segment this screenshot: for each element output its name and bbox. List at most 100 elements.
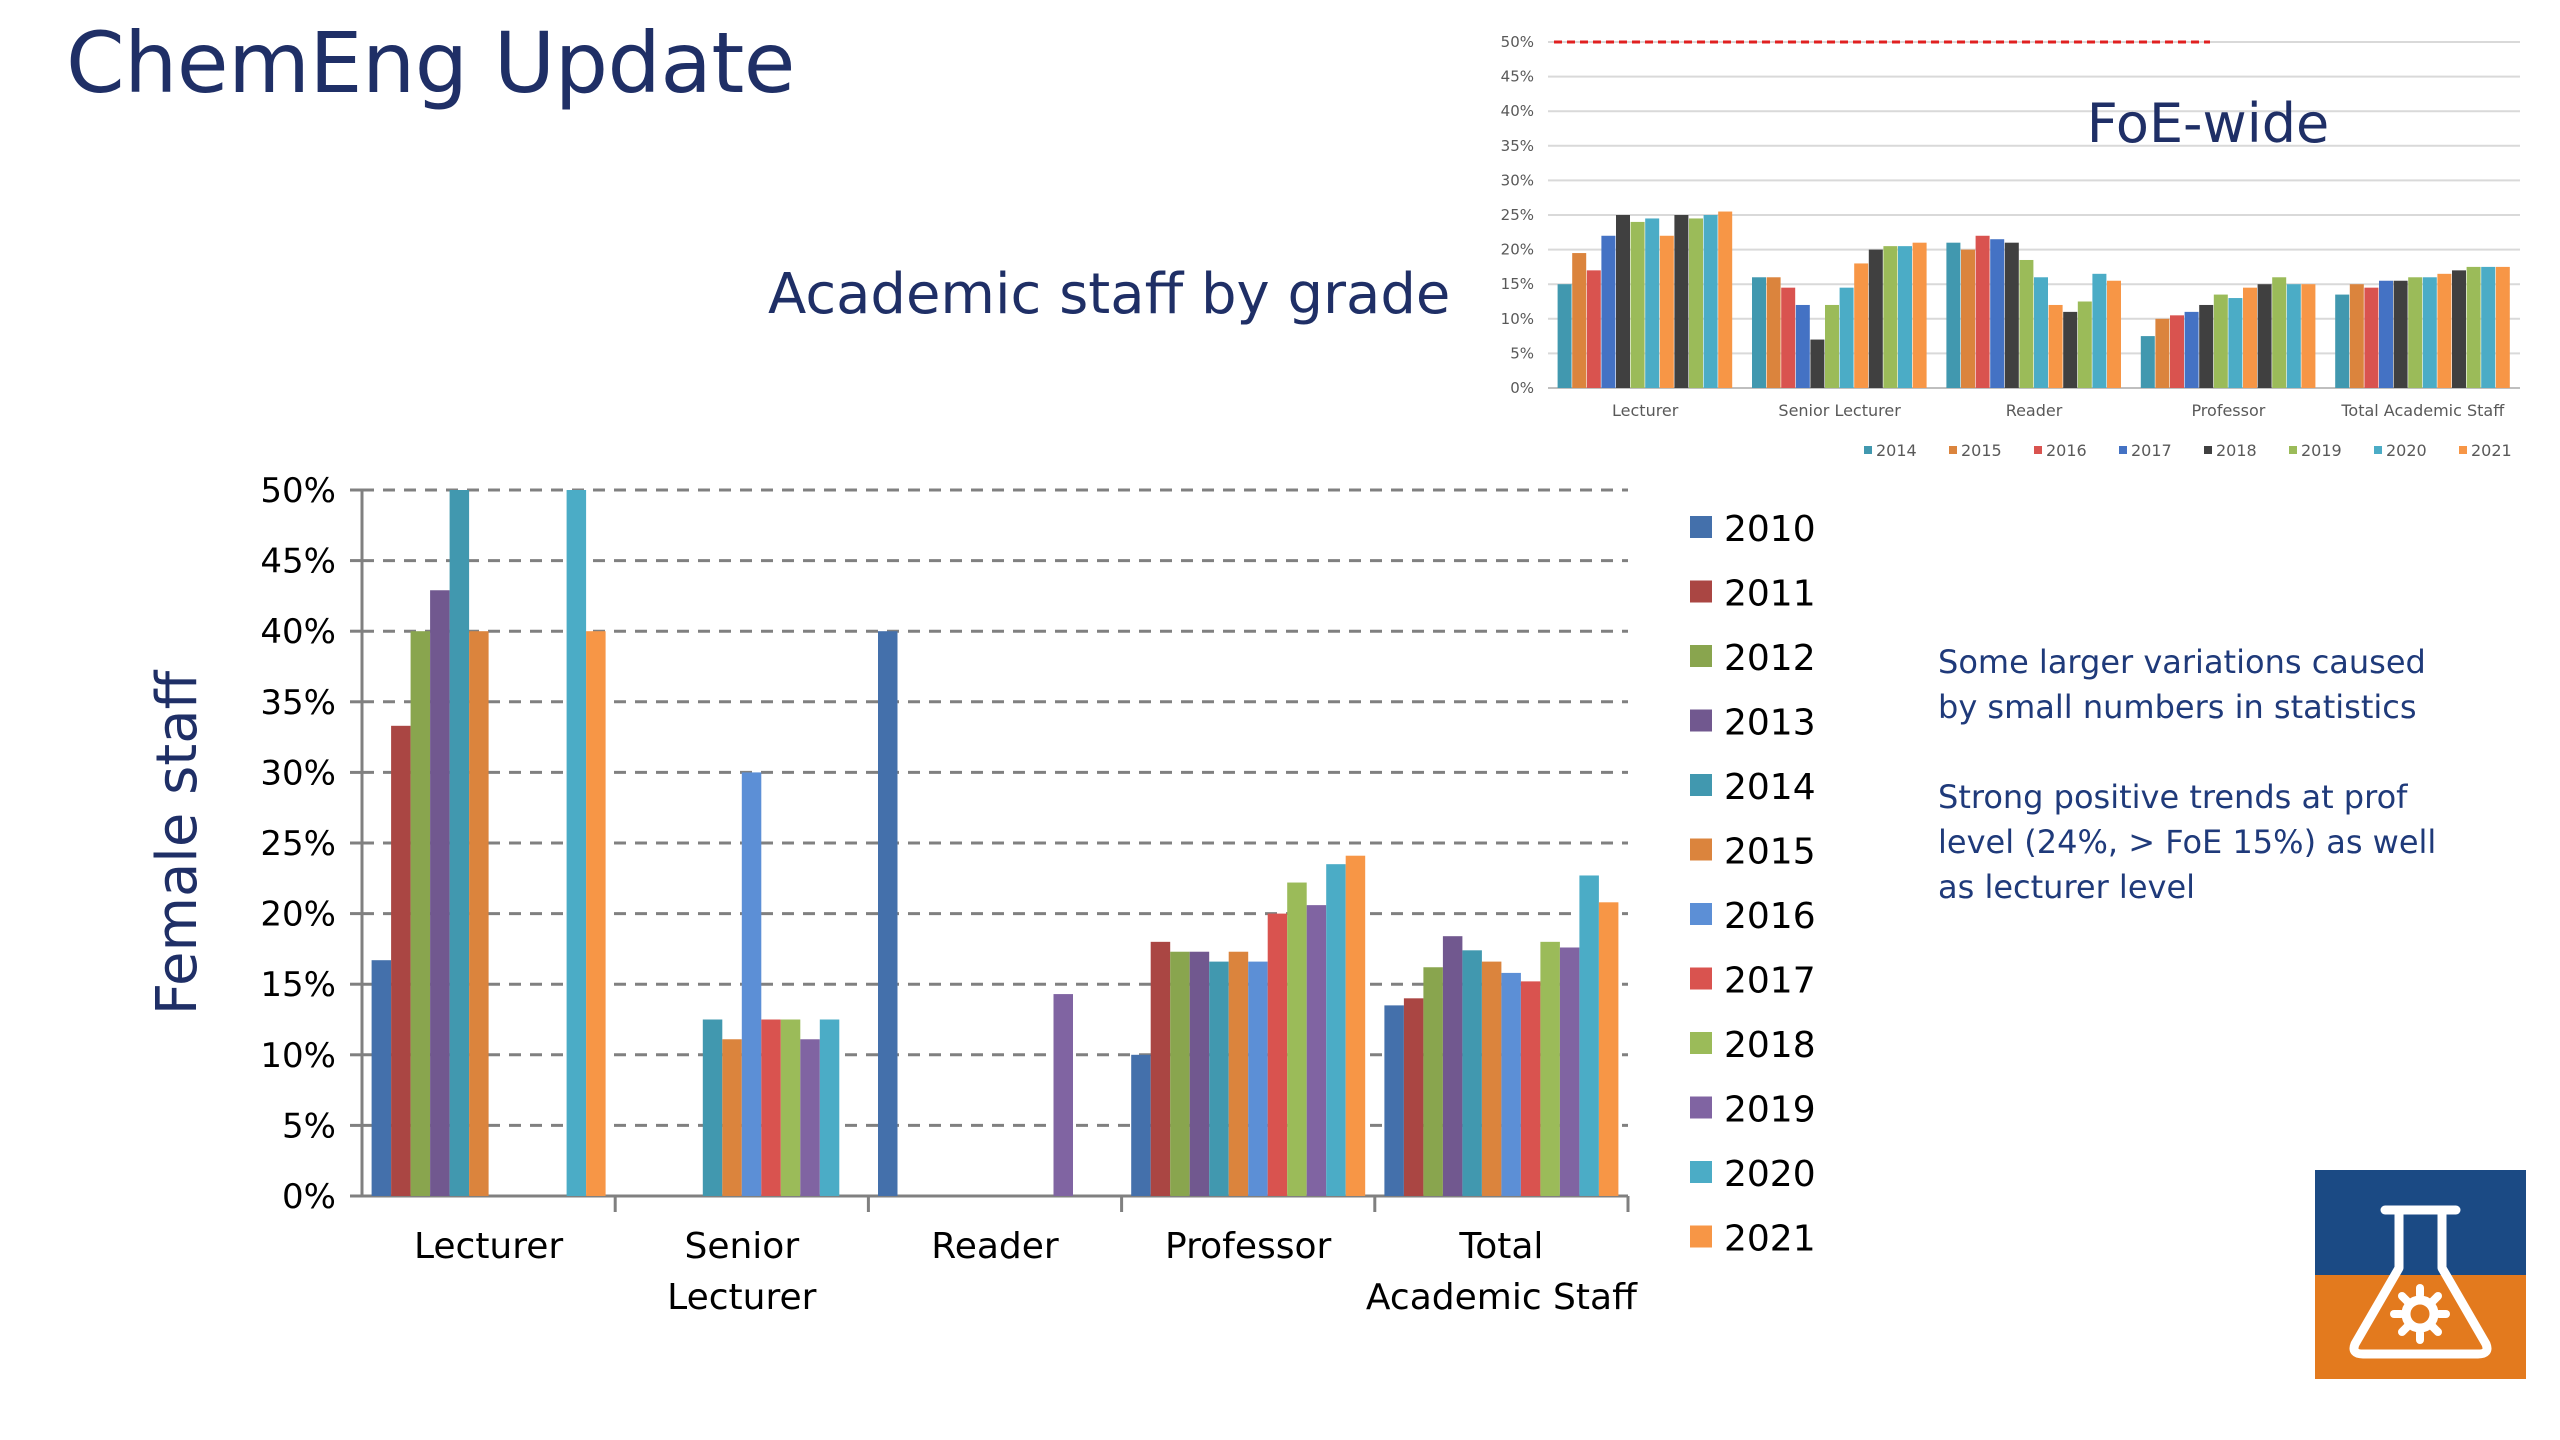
bar-2016-professor	[1248, 961, 1268, 1196]
legend-label-2021: 2021	[1724, 1219, 1816, 1260]
bar-2015-total-academic-staff	[1481, 961, 1502, 1196]
foe-bar-s8-senior-lecturer	[1868, 249, 1883, 388]
bar-2018-total-academic-staff	[1540, 941, 1560, 1196]
foe-bar-2016-total-academic-staff	[2364, 287, 2379, 388]
foe-x-category-label: Reader	[2006, 401, 2063, 420]
bar-2013-total-academic-staff	[1442, 936, 1463, 1196]
foe-legend-label-2018: 2018	[2216, 441, 2257, 460]
bar-2012-total-academic-staff	[1423, 967, 1443, 1196]
foe-bar-s10-senior-lecturer	[1898, 246, 1912, 388]
chart-subtitle: Academic staff by grade	[768, 262, 1451, 327]
foe-bar-s11-reader	[2107, 280, 2121, 388]
y-tick-label: 15%	[260, 965, 336, 1005]
legend-label-2020: 2020	[1724, 1154, 1816, 1195]
bar-2015-professor	[1228, 951, 1249, 1196]
foe-x-category-label: Professor	[2191, 401, 2265, 420]
foe-bar-2014-reader	[1946, 242, 1961, 388]
foe-bar-2021-total-academic-staff	[2437, 273, 2452, 388]
bar-2018-professor	[1287, 882, 1307, 1196]
foe-y-tick-label: 30%	[1501, 171, 1534, 189]
foe-y-tick-label: 5%	[1510, 344, 1534, 362]
y-tick-label: 40%	[260, 612, 336, 652]
bar-2021-professor	[1345, 855, 1366, 1196]
y-tick-label: 5%	[282, 1106, 336, 1146]
foe-legend-swatch-2016	[2034, 446, 2042, 454]
foe-bar-2016-professor	[2170, 315, 2184, 388]
foe-bar-2014-professor	[2140, 336, 2155, 388]
legend-label-2019: 2019	[1724, 1090, 1816, 1131]
foe-bar-2015-reader	[1961, 249, 1975, 388]
bar-2017-professor	[1267, 913, 1288, 1196]
bar-2011-professor	[1150, 941, 1171, 1196]
foe-bar-2020-senior-lecturer	[1839, 287, 1854, 388]
bar-2020-total-academic-staff	[1579, 875, 1599, 1196]
foe-x-category-label: Total Academic Staff	[2340, 401, 2505, 420]
legend-swatch-2013	[1690, 709, 1712, 732]
x-category-label: Professor	[1165, 1226, 1331, 1267]
legend-label-2013: 2013	[1724, 703, 1816, 744]
x-category-label: Reader	[931, 1226, 1059, 1267]
y-tick-label: 30%	[260, 753, 336, 793]
foe-bar-s9-total-academic-staff	[2466, 266, 2481, 388]
foe-bar-2019-senior-lecturer	[1825, 304, 1839, 388]
logo-top-band	[2315, 1170, 2526, 1275]
foe-legend-swatch-2015	[1949, 446, 1957, 454]
foe-bar-2014-total-academic-staff	[2335, 294, 2350, 388]
legend-swatch-2010	[1690, 516, 1712, 538]
y-axis-label: Female staff	[145, 669, 210, 1015]
foe-y-tick-label: 45%	[1501, 68, 1534, 86]
foe-legend-label-2020: 2020	[2386, 441, 2427, 460]
foe-bar-2016-senior-lecturer	[1781, 287, 1796, 388]
foe-bar-s10-professor	[2286, 284, 2301, 388]
foe-bar-s8-lecturer	[1674, 215, 1689, 388]
bar-2011-total-academic-staff	[1403, 998, 1424, 1196]
x-category-label: Academic Staff	[1366, 1277, 1638, 1318]
foe-bar-2018-lecturer	[1616, 215, 1630, 388]
bar-2011-lecturer	[391, 725, 411, 1196]
foe-bar-2018-reader	[2004, 242, 2019, 388]
legend-swatch-2021	[1690, 1225, 1712, 1248]
foe-bar-s9-professor	[2272, 277, 2287, 388]
foe-bar-2020-total-academic-staff	[2422, 277, 2437, 388]
chem-eng-logo	[2315, 1170, 2526, 1379]
foe-x-category-label: Senior Lecturer	[1778, 401, 1901, 420]
foe-legend-label-2019: 2019	[2301, 441, 2342, 460]
legend-swatch-2020	[1690, 1161, 1712, 1183]
notes: Some larger variations caused by small n…	[1938, 640, 2458, 955]
note-trends: Strong positive trends at prof level (24…	[1938, 778, 2437, 906]
foe-bar-2019-total-academic-staff	[2408, 277, 2423, 388]
legend-swatch-2012	[1690, 645, 1712, 667]
y-tick-label: 50%	[260, 471, 336, 511]
bar-2010-professor	[1131, 1054, 1151, 1196]
foe-bar-2018-total-academic-staff	[2393, 280, 2408, 388]
y-tick-label: 25%	[260, 824, 336, 864]
bar-2015-senior-lecturer	[722, 1039, 742, 1196]
foe-y-tick-label: 0%	[1510, 379, 1534, 397]
bar-2010-reader	[878, 631, 898, 1196]
bar-2013-professor	[1189, 951, 1210, 1196]
bar-2016-total-academic-staff	[1501, 972, 1521, 1196]
foe-bar-2020-lecturer	[1645, 218, 1660, 388]
legend-label-2016: 2016	[1724, 896, 1816, 937]
foe-bar-2017-reader	[1990, 239, 2005, 388]
foe-bar-s9-senior-lecturer	[1883, 246, 1898, 388]
bar-2014-lecturer	[449, 490, 470, 1196]
foe-legend-label-2015: 2015	[1961, 441, 2002, 460]
bar-2018-senior-lecturer	[780, 1019, 801, 1196]
y-tick-label: 10%	[260, 1036, 336, 1076]
bar-2016-senior-lecturer	[741, 772, 762, 1196]
foe-legend-label-2014: 2014	[1876, 441, 1917, 460]
foe-bar-2018-senior-lecturer	[1810, 339, 1825, 388]
foe-bar-s11-senior-lecturer	[1912, 242, 1927, 388]
foe-legend-swatch-2019	[2289, 446, 2297, 454]
foe-bar-s10-total-academic-staff	[2481, 266, 2496, 388]
foe-legend-label-2016: 2016	[2046, 441, 2087, 460]
foe-bar-2021-professor	[2243, 287, 2257, 388]
foe-legend-swatch-2018	[2204, 446, 2212, 454]
foe-bar-2021-reader	[2048, 304, 2063, 388]
foe-bar-s9-reader	[2077, 301, 2092, 388]
foe-bar-s11-professor	[2301, 284, 2316, 388]
foe-bar-2016-lecturer	[1586, 270, 1601, 388]
foe-y-tick-label: 15%	[1501, 275, 1534, 293]
foe-bar-s8-reader	[2063, 311, 2078, 388]
